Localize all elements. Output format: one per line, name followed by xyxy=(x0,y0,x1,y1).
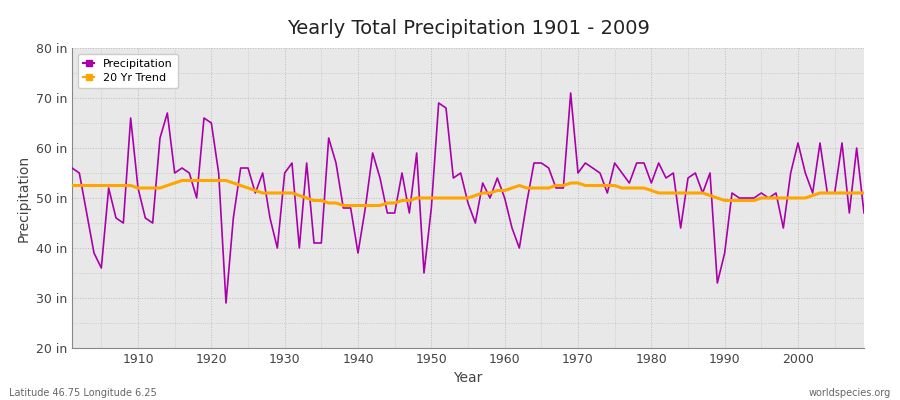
Legend: Precipitation, 20 Yr Trend: Precipitation, 20 Yr Trend xyxy=(77,54,178,88)
Text: Latitude 46.75 Longitude 6.25: Latitude 46.75 Longitude 6.25 xyxy=(9,388,157,398)
Text: worldspecies.org: worldspecies.org xyxy=(809,388,891,398)
Title: Yearly Total Precipitation 1901 - 2009: Yearly Total Precipitation 1901 - 2009 xyxy=(286,19,650,38)
X-axis label: Year: Year xyxy=(454,372,482,386)
Y-axis label: Precipitation: Precipitation xyxy=(16,154,31,242)
